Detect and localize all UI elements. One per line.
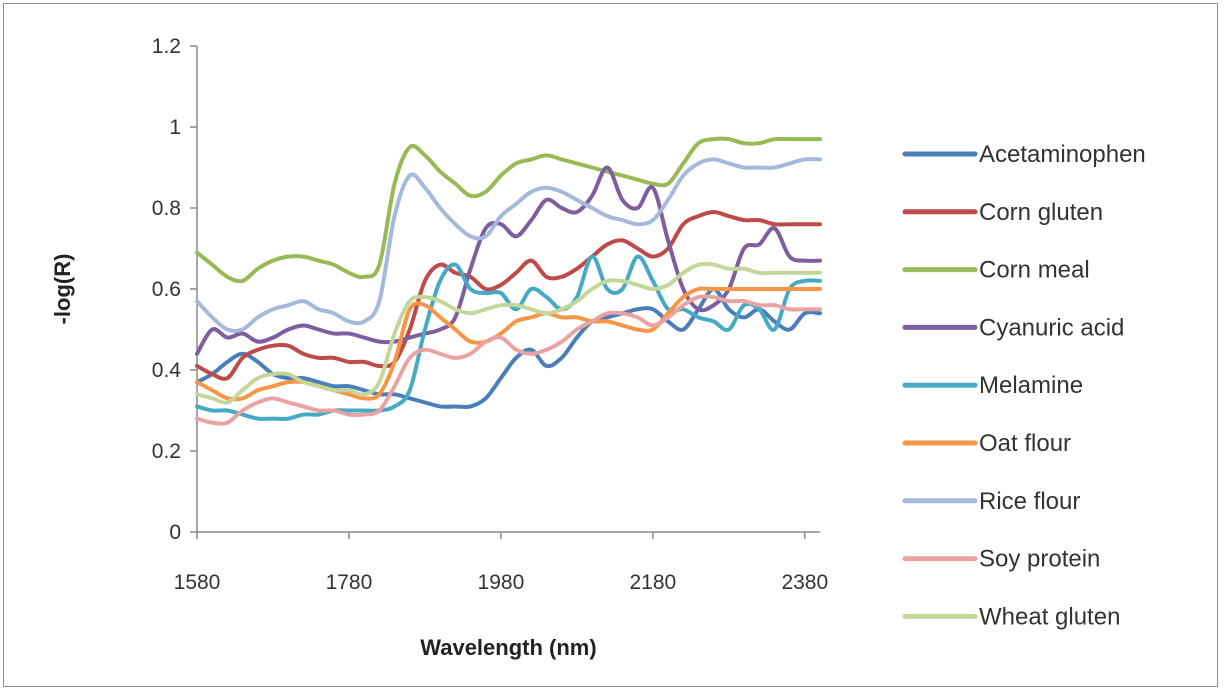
legend-label: Rice flour xyxy=(979,488,1080,515)
chart-frame xyxy=(3,3,1218,687)
legend-item: Cyanuric acid xyxy=(902,314,1124,341)
legend-item: Acetaminophen xyxy=(902,141,1146,168)
series-line-soy-protein xyxy=(195,294,822,426)
y-tick-label: 0.6 xyxy=(152,278,181,301)
legend-item: Oat flour xyxy=(902,430,1071,457)
y-tick-label: 1 xyxy=(169,116,181,139)
legend-item: Melamine xyxy=(902,372,1083,399)
y-tick-label: 0 xyxy=(169,521,181,544)
y-axis-title: -log(R) xyxy=(50,254,75,325)
x-axis-title: Wavelength (nm) xyxy=(420,635,596,660)
x-tick-label: 1580 xyxy=(174,571,221,594)
series-line-corn-gluten xyxy=(195,210,822,381)
legend-label: Acetaminophen xyxy=(979,141,1146,168)
series-line-wheat-gluten xyxy=(195,261,822,405)
legend-label: Corn gluten xyxy=(979,199,1103,226)
series-line-melamine xyxy=(195,254,822,421)
series-line-cyanuric-acid xyxy=(195,165,822,356)
x-axis-ticks: 1580 1780 1980 2180 2380 xyxy=(174,532,828,594)
x-tick-label: 2380 xyxy=(781,571,828,594)
legend-item: Corn meal xyxy=(902,257,1090,284)
legend-label: Corn meal xyxy=(979,257,1090,284)
y-axis-ticks: 0 0.2 0.4 0.6 0.8 1 1.2 xyxy=(152,35,197,544)
legend-item: Rice flour xyxy=(902,488,1080,515)
series-lines xyxy=(195,136,822,426)
y-tick-label: 1.2 xyxy=(152,35,181,58)
legend: Acetaminophen Corn gluten Corn meal Cyanuri… xyxy=(902,141,1146,630)
x-tick-label: 2180 xyxy=(629,571,676,594)
y-tick-label: 0.2 xyxy=(152,440,181,463)
x-tick-label: 1980 xyxy=(478,571,525,594)
legend-item: Corn gluten xyxy=(902,199,1103,226)
legend-label: Cyanuric acid xyxy=(979,314,1124,341)
y-tick-label: 0.4 xyxy=(152,359,182,382)
legend-label: Soy protein xyxy=(979,546,1100,573)
series-line-corn-meal xyxy=(195,136,822,284)
legend-item: Soy protein xyxy=(902,546,1100,573)
y-tick-label: 0.8 xyxy=(152,197,181,220)
legend-label: Oat flour xyxy=(979,430,1071,457)
legend-label: Wheat gluten xyxy=(979,603,1120,630)
x-tick-label: 1780 xyxy=(326,571,373,594)
legend-item: Wheat gluten xyxy=(902,603,1120,630)
legend-label: Melamine xyxy=(979,372,1083,399)
series-line-rice-flour xyxy=(195,157,822,334)
